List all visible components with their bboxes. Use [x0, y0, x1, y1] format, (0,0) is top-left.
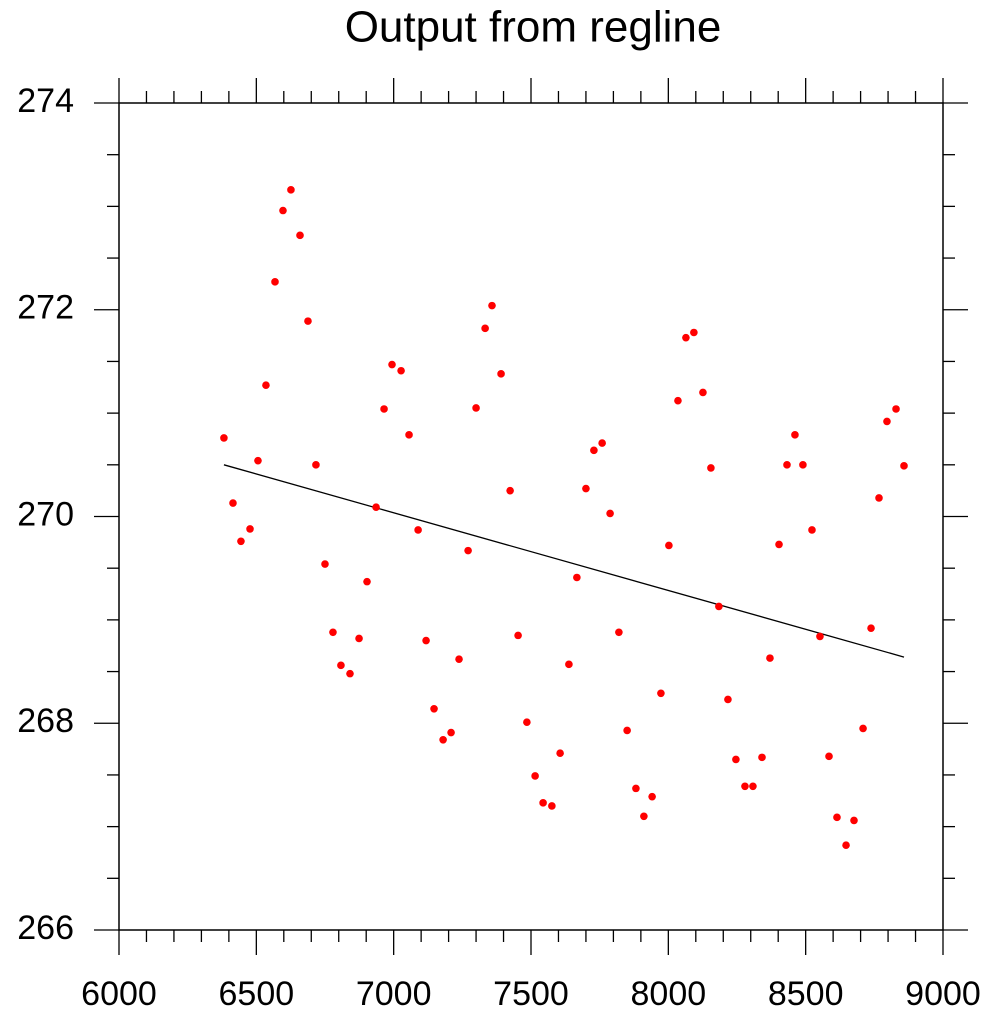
point [741, 782, 749, 791]
y-tick-label: 270 [17, 495, 74, 533]
point [304, 317, 312, 325]
point [799, 461, 807, 469]
point [548, 802, 556, 810]
point [825, 752, 833, 761]
point [724, 695, 732, 704]
point [573, 573, 581, 582]
x-tick-label: 6000 [81, 975, 157, 1013]
point [623, 726, 631, 735]
point [556, 749, 564, 758]
point [590, 446, 598, 455]
point [808, 526, 816, 534]
point [346, 669, 354, 678]
point [632, 784, 640, 793]
point [388, 360, 396, 369]
point [397, 366, 405, 375]
point [539, 799, 547, 807]
point [732, 755, 740, 764]
point [682, 333, 690, 342]
point [758, 753, 766, 762]
point [497, 370, 505, 378]
point [439, 735, 447, 744]
point [254, 456, 262, 465]
point [859, 724, 867, 733]
y-tick-label: 268 [17, 702, 74, 740]
point [237, 537, 245, 546]
point [842, 841, 850, 850]
chart-title: Output from regline [345, 3, 722, 52]
point [598, 439, 606, 447]
point [481, 324, 489, 333]
point [405, 431, 413, 439]
point [430, 704, 438, 713]
point [296, 231, 304, 240]
x-tick-label: 8000 [631, 975, 707, 1013]
point [749, 782, 757, 791]
point [287, 186, 295, 194]
point [900, 462, 908, 470]
x-tick-label: 8500 [768, 975, 844, 1013]
point [791, 431, 799, 439]
y-tick-label: 266 [17, 909, 74, 947]
point [875, 494, 883, 502]
point [850, 816, 858, 825]
point [380, 405, 388, 413]
point [279, 206, 287, 215]
point [372, 503, 380, 511]
y-tick-label: 274 [17, 82, 74, 120]
point [531, 772, 539, 780]
point [833, 813, 841, 822]
point [220, 434, 228, 442]
point [816, 632, 824, 641]
plot-frame [118, 102, 944, 931]
point [699, 388, 707, 397]
point [246, 525, 254, 533]
point [690, 328, 698, 337]
point [640, 812, 648, 821]
point [363, 577, 371, 586]
point [665, 541, 673, 550]
point [355, 634, 363, 643]
point [229, 499, 237, 507]
point [674, 396, 682, 405]
point [337, 661, 345, 670]
point [648, 792, 656, 801]
point [715, 602, 723, 611]
point [892, 405, 900, 413]
point [464, 546, 472, 555]
point [615, 628, 623, 637]
point [447, 728, 455, 737]
point [775, 540, 783, 549]
point [414, 526, 422, 534]
point [312, 461, 320, 469]
point [707, 464, 715, 472]
point [472, 404, 480, 412]
point [455, 655, 463, 663]
point [523, 718, 531, 727]
point [883, 417, 891, 426]
y-tick-label: 272 [17, 289, 74, 327]
point [329, 628, 337, 637]
point [783, 461, 791, 469]
x-tick-label: 7500 [493, 975, 569, 1013]
x-tick-label: 9000 [905, 975, 981, 1013]
point [514, 631, 522, 640]
point [488, 301, 496, 310]
point [867, 624, 875, 632]
point [657, 689, 665, 698]
x-tick-label: 7000 [356, 975, 432, 1013]
x-tick-label: 6500 [219, 975, 295, 1013]
point [262, 381, 270, 390]
point [582, 484, 590, 493]
point [565, 660, 573, 669]
point [606, 509, 614, 518]
point [321, 560, 329, 568]
point [271, 278, 279, 286]
point [422, 636, 430, 645]
regression-line [223, 464, 905, 658]
point [506, 486, 514, 495]
point [766, 654, 774, 662]
